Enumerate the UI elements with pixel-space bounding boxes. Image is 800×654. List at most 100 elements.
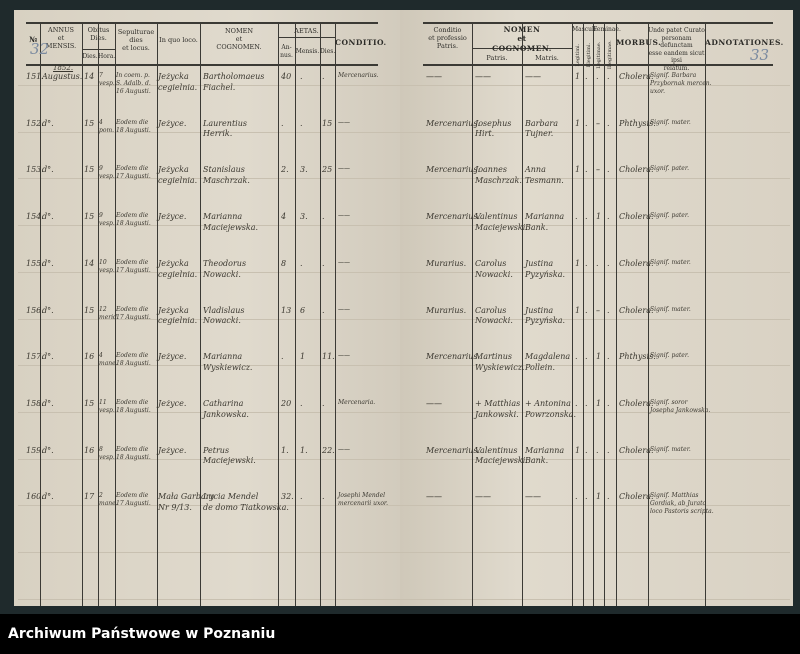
cell-menses: 6 <box>300 305 306 315</box>
cell-place: Jeżycka cegielnia. <box>158 72 198 92</box>
cell-menses: 3. <box>300 212 308 222</box>
column-line <box>98 22 99 606</box>
cell-month: d°. <box>42 258 54 268</box>
cell-mater: Justina Pyzyńska. <box>525 258 566 279</box>
cell-conditio: —— <box>338 445 350 453</box>
cell-mater: Marianna Bank. <box>525 212 565 232</box>
cell-im: . <box>585 165 588 175</box>
cell-informant: Signif. soror Josepha Jankowska. <box>650 398 711 414</box>
column-header: In quo loco. <box>159 36 198 44</box>
cell-dies: . <box>322 72 325 81</box>
cell-day: 15 <box>84 118 95 128</box>
cell-menses: 3. <box>300 165 308 175</box>
cell-anni: 40 <box>281 72 292 81</box>
cell-pater: —— <box>475 492 491 502</box>
cell-name: Vladislaus Nowacki. <box>203 305 245 326</box>
cell-place: Jeżyce. <box>158 212 187 222</box>
column-header: NOMEN et COGNOMEN. <box>216 27 262 52</box>
cell-burial: Eodem die 17 Augusti. <box>116 258 151 274</box>
cell-hour: 9 vesp. <box>99 165 115 181</box>
cell-pater: Valentinus Maciejewski. <box>475 212 528 232</box>
cell-lm: . <box>575 352 578 362</box>
cell-pater: —— <box>475 72 491 81</box>
cell-im: . <box>585 72 588 81</box>
cell-place: Jeżycka cegielnia. <box>158 258 198 279</box>
cell-lf: – <box>596 305 600 315</box>
cell-dies: . <box>322 398 325 408</box>
column-line <box>335 22 336 606</box>
column-line <box>278 22 279 606</box>
column-header: ANNUS et MENSIS. <box>45 26 77 51</box>
cell-pater: + Matthias Jankowski. <box>475 398 521 419</box>
subheader-line <box>278 37 335 38</box>
cell-day: 15 <box>84 305 95 315</box>
cell-menses: . <box>300 398 303 408</box>
column-header: An- nus. <box>280 44 293 59</box>
cell-conditio: —— <box>338 305 350 313</box>
cell-num: 157. <box>26 352 44 362</box>
column-header: MORBUS. <box>616 38 662 47</box>
cell-burial: Eodem die 18 Augusti. <box>116 398 151 414</box>
cell-hour: 2 mane. <box>99 492 118 508</box>
column-line <box>604 22 605 606</box>
ruled-line <box>18 178 790 180</box>
cell-informant: Signif. pater. <box>650 212 689 220</box>
cell-month: d°. <box>42 118 54 128</box>
cell-informant: Signif. mater. <box>650 305 691 313</box>
cell-lf: . <box>596 445 599 455</box>
cell-month: d°. <box>42 352 54 362</box>
cell-if: . <box>607 352 610 362</box>
cell-day: 14 <box>84 72 95 81</box>
table-top-border <box>26 22 378 24</box>
cell-burial: In coem. p. S. Adalb. d. 16 Augusti. <box>116 72 151 96</box>
cell-dies: 22. <box>322 445 335 455</box>
cell-if: . <box>607 72 610 81</box>
cell-burial: Eodem die 17 Augusti. <box>116 165 151 181</box>
cell-hour: 9 vesp. <box>99 212 115 228</box>
ruled-line <box>18 271 790 273</box>
cell-anni: . <box>281 118 284 128</box>
column-line <box>320 22 321 606</box>
column-header: Mensis. <box>295 48 320 55</box>
column-header: Illegitimae. <box>606 40 613 70</box>
cell-dies: 15 <box>322 118 333 128</box>
cell-anni: 8 <box>281 258 287 268</box>
cell-month: d°. <box>42 492 54 502</box>
cell-informant: Signif. Barbara Przybornak mercen. uxor. <box>650 72 712 96</box>
cell-hour: 10 vesp. <box>99 258 115 274</box>
cell-anni: . <box>281 352 284 362</box>
cell-anni: 20 <box>281 398 292 408</box>
column-header: CONDITIO. <box>335 38 387 47</box>
cell-lm: 1 <box>575 72 581 81</box>
cell-menses: . <box>300 492 303 502</box>
cell-num: 151. <box>26 72 44 81</box>
cell-conditio: Mercenaria. <box>338 398 376 406</box>
cell-dies: 25 <box>322 165 333 175</box>
cell-hour: 8 vesp. <box>99 445 115 461</box>
cell-hour: 4 pom. <box>99 118 115 134</box>
cell-informant: Signif. mater. <box>650 258 691 266</box>
column-line <box>200 22 201 606</box>
column-header: ADNOTATIONES. <box>705 38 784 47</box>
cell-name: Petrus Maciejewski. <box>203 445 256 466</box>
cell-lf: . <box>596 72 599 81</box>
column-header: Legitimae. <box>595 41 602 69</box>
cell-anni: 4 <box>281 212 287 222</box>
cell-place: Mała Garbary Nr 9/13. <box>158 492 215 513</box>
cell-anni: 2. <box>281 165 289 175</box>
cell-month: Augustus. <box>42 72 83 81</box>
cell-place: Jeżycka cegielnia. <box>158 305 198 326</box>
cell-name: Lucia Mendel de domo Tiatkowska. <box>203 492 289 513</box>
cell-name: Stanislaus Maschrzak. <box>203 165 250 186</box>
cell-name: Marianna Wyskiewicz. <box>203 352 253 372</box>
cell-burial: Eodem die 17 Augusti. <box>116 305 151 321</box>
cell-lm: 1 <box>575 165 581 175</box>
cell-morbus: Cholera. <box>619 492 654 502</box>
cell-num: 152. <box>26 118 44 128</box>
cell-burial: Eodem die 18 Augusti. <box>116 445 151 461</box>
cell-month: d°. <box>42 305 54 315</box>
column-line <box>82 22 83 606</box>
cell-num: 154. <box>26 212 44 222</box>
column-line <box>593 22 594 606</box>
cell-morbus: Cholera. <box>619 258 654 268</box>
